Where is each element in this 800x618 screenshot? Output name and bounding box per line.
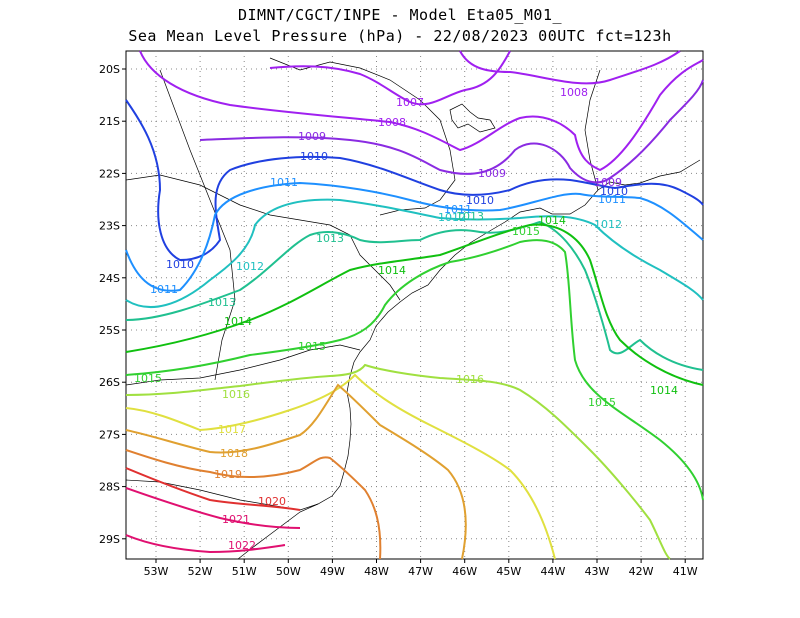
lon-label: 53W	[144, 565, 169, 578]
label-1019: 1019	[214, 468, 242, 481]
label-1014-b: 1014	[378, 264, 406, 277]
label-1012-b: 1012	[438, 211, 466, 224]
coastline-and-borders	[125, 57, 701, 560]
isobar-1012	[125, 198, 704, 309]
isobar-1009	[199, 79, 704, 184]
state-border-mg-es	[584, 69, 601, 191]
isobar-1011	[125, 181, 704, 292]
label-1011-b: 1011	[150, 283, 178, 296]
map-title-line2: Sea Mean Level Pressure (hPa) - 22/08/20…	[128, 27, 672, 45]
label-1013-a: 1013	[316, 232, 344, 245]
label-1013-b: 1013	[208, 296, 236, 309]
label-1016-b: 1016	[456, 373, 484, 386]
isobar-1018	[125, 383, 467, 560]
river-parana	[159, 69, 236, 381]
label-1015-c: 1015	[512, 225, 540, 238]
label-1012-c: 1012	[594, 218, 622, 231]
lat-label: 22S	[99, 167, 120, 180]
graticule	[126, 51, 703, 559]
isobar-1008-b	[459, 50, 681, 85]
state-border-sp-pr	[125, 174, 401, 301]
lat-label: 28S	[99, 481, 120, 494]
label-1011-d: 1011	[598, 193, 626, 206]
lat-label: 25S	[99, 324, 120, 337]
lake-furnas	[449, 103, 496, 133]
lon-label: 50W	[276, 565, 301, 578]
label-1011-a: 1011	[270, 176, 298, 189]
label-1012-a: 1012	[236, 260, 264, 273]
lon-label: 47W	[408, 565, 433, 578]
label-1015-b: 1015	[134, 372, 162, 385]
label-1017: 1017	[218, 423, 246, 436]
isobar-1017	[125, 373, 556, 560]
isobar-1010	[125, 99, 704, 262]
coastline	[237, 159, 701, 560]
lat-label: 24S	[99, 272, 120, 285]
label-1009-c: 1009	[594, 176, 622, 189]
label-1015-a: 1015	[298, 340, 326, 353]
label-1016-a: 1016	[222, 388, 250, 401]
lon-label: 42W	[629, 565, 654, 578]
label-1010-c: 1010	[166, 258, 194, 271]
lon-label: 51W	[232, 565, 257, 578]
map-title-line1: DIMNT/CGCT/INPE - Model Eta05_M01_	[237, 6, 563, 24]
lon-label: 52W	[188, 565, 213, 578]
lat-label: 26S	[99, 376, 120, 389]
lat-label: 20S	[99, 63, 120, 76]
label-1014-a: 1014	[224, 315, 252, 328]
lon-label: 48W	[364, 565, 389, 578]
lon-label: 46W	[452, 565, 477, 578]
lat-label: 21S	[99, 115, 120, 128]
isobar-1019	[125, 449, 382, 560]
label-1010-b: 1010	[466, 194, 494, 207]
label-1010-d: 1010	[600, 185, 628, 198]
lon-label: 44W	[540, 565, 565, 578]
lon-label: 41W	[673, 565, 698, 578]
lon-label: 45W	[496, 565, 521, 578]
isobars	[125, 50, 704, 560]
label-1013-c: 1013	[456, 210, 484, 223]
isobar-1008-a	[139, 50, 704, 172]
isobar-1014	[125, 223, 704, 386]
isobar-1016	[125, 363, 671, 560]
lon-label: 49W	[320, 565, 345, 578]
label-1021: 1021	[222, 513, 250, 526]
lon-label: 43W	[585, 565, 610, 578]
longitude-axis: 53W 52W 51W 50W 49W 48W 47W 46W 45W 44W 43W 42W 41W	[144, 559, 698, 578]
label-1014-d: 1014	[650, 384, 678, 397]
lat-label: 27S	[99, 428, 120, 441]
isobar-1007	[269, 50, 511, 106]
label-1020: 1020	[258, 495, 286, 508]
label-1022: 1022	[228, 539, 256, 552]
isobar-1020	[125, 467, 301, 511]
label-1014-c: 1014	[538, 214, 566, 227]
label-1007: 1007	[396, 96, 424, 109]
latitude-axis: 20S 21S 22S 23S 24S 25S 26S 27S 28S 29S	[99, 63, 126, 546]
label-1009-a: 1009	[298, 130, 326, 143]
lat-label: 29S	[99, 533, 120, 546]
label-1009-b: 1009	[478, 167, 506, 180]
label-1010-a: 1010	[300, 150, 328, 163]
isobar-1021	[125, 487, 301, 529]
label-1008-a: 1008	[378, 116, 406, 129]
isobar-1013	[125, 220, 704, 371]
isobar-1015	[125, 239, 704, 501]
isobar-labels: 1007 1008 1008 1009 1009 1009 1010 1010 …	[134, 86, 678, 552]
label-1018: 1018	[220, 447, 248, 460]
state-border-pr-sc	[125, 344, 361, 386]
isobar-1022	[125, 534, 286, 554]
lat-label: 23S	[99, 220, 120, 233]
state-border-mg-sp	[269, 57, 456, 216]
label-1015-d: 1015	[588, 396, 616, 409]
label-1008-b: 1008	[560, 86, 588, 99]
label-1011-c: 1011	[444, 203, 472, 216]
